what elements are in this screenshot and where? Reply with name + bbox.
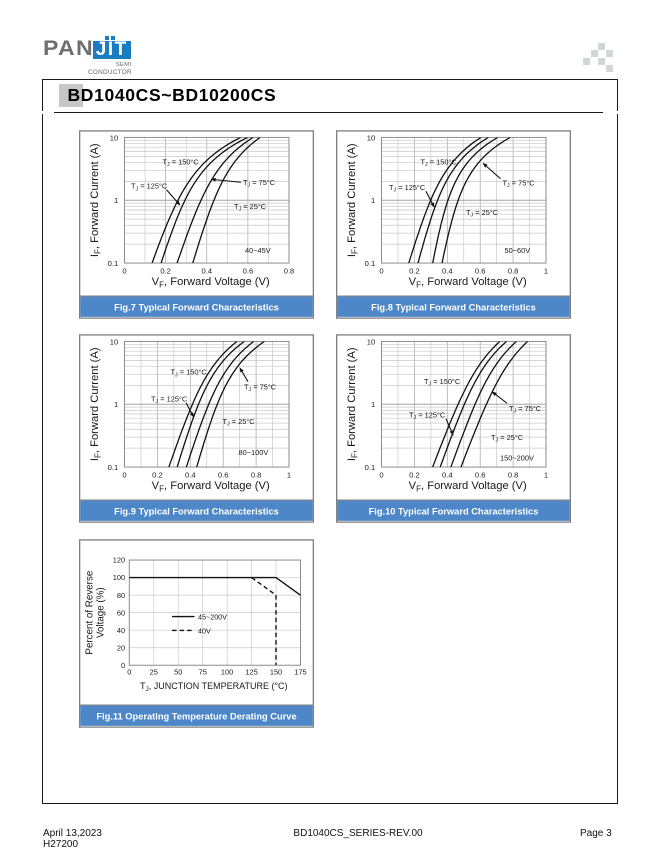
svg-text:1: 1 (114, 400, 118, 409)
svg-text:Fig.11 Operating Temperature D: Fig.11 Operating Temperature Derating Cu… (96, 712, 296, 722)
svg-text:0: 0 (122, 471, 126, 480)
svg-text:100: 100 (221, 668, 233, 677)
svg-text:0.8: 0.8 (284, 266, 295, 275)
svg-text:1: 1 (287, 471, 291, 480)
svg-text:IF, Forward Current (A): IF, Forward Current (A) (89, 347, 102, 461)
svg-text:Percent of Reverse: Percent of Reverse (85, 570, 96, 654)
svg-text:50~60V: 50~60V (504, 246, 530, 255)
svg-text:45~200V: 45~200V (198, 613, 227, 622)
svg-text:1: 1 (543, 266, 547, 275)
svg-text:Fig.9 Typical Forward Characte: Fig.9 Typical Forward Characteristics (114, 507, 279, 517)
svg-text:0.8: 0.8 (507, 471, 518, 480)
svg-text:TJ = 75°C: TJ = 75°C (502, 178, 535, 189)
svg-text:Voltage (%): Voltage (%) (96, 588, 107, 639)
svg-text:TJ = 150°C: TJ = 150°C (424, 377, 461, 388)
svg-text:0: 0 (379, 266, 383, 275)
svg-text:0.2: 0.2 (152, 471, 163, 480)
svg-text:1: 1 (370, 400, 374, 409)
svg-text:Fig.8 Typical Forward Characte: Fig.8 Typical Forward Characteristics (371, 302, 536, 312)
svg-text:0.8: 0.8 (507, 266, 518, 275)
svg-text:TJ = 25°C: TJ = 25°C (466, 208, 499, 219)
svg-text:TJ = 125°C: TJ = 125°C (409, 411, 446, 422)
svg-text:40~45V: 40~45V (245, 246, 271, 255)
svg-text:0: 0 (127, 668, 131, 677)
svg-text:150~200V: 150~200V (500, 454, 534, 463)
svg-text:TJ, JUNCTION TEMPERATURE (°C): TJ, JUNCTION TEMPERATURE (°C) (140, 681, 288, 693)
svg-text:Fig.7 Typical Forward Characte: Fig.7 Typical Forward Characteristics (114, 302, 279, 312)
svg-text:0: 0 (121, 661, 125, 670)
svg-text:TJ = 150°C: TJ = 150°C (171, 368, 208, 379)
svg-text:0.6: 0.6 (243, 266, 254, 275)
svg-text:TJ = 150°C: TJ = 150°C (163, 157, 200, 168)
svg-text:100: 100 (113, 573, 125, 582)
svg-text:TJ = 75°C: TJ = 75°C (244, 383, 277, 394)
svg-text:0.8: 0.8 (251, 471, 262, 480)
svg-text:0.1: 0.1 (108, 259, 119, 268)
svg-text:0.2: 0.2 (160, 266, 171, 275)
svg-text:TJ = 75°C: TJ = 75°C (509, 404, 542, 415)
svg-text:10: 10 (366, 133, 374, 142)
svg-text:0.1: 0.1 (364, 463, 375, 472)
svg-text:40: 40 (117, 626, 125, 635)
svg-text:1: 1 (543, 471, 547, 480)
svg-text:1: 1 (114, 196, 118, 205)
svg-text:25: 25 (150, 668, 158, 677)
svg-text:TJ = 125°C: TJ = 125°C (131, 181, 168, 192)
svg-text:120: 120 (113, 556, 125, 565)
svg-text:0.2: 0.2 (409, 471, 420, 480)
svg-text:0.1: 0.1 (364, 259, 375, 268)
svg-text:40V: 40V (198, 627, 211, 636)
svg-text:150: 150 (270, 668, 282, 677)
svg-text:0.4: 0.4 (202, 266, 213, 275)
svg-text:175: 175 (294, 668, 306, 677)
svg-text:0.6: 0.6 (218, 471, 229, 480)
svg-text:VF, Forward Voltage (V): VF, Forward Voltage (V) (152, 276, 270, 289)
svg-text:TJ = 75°C: TJ = 75°C (243, 178, 276, 189)
svg-text:75: 75 (199, 668, 207, 677)
svg-text:TJ = 25°C: TJ = 25°C (234, 202, 267, 213)
svg-text:TJ = 25°C: TJ = 25°C (491, 433, 524, 444)
svg-text:125: 125 (245, 668, 257, 677)
svg-text:TJ = 25°C: TJ = 25°C (223, 417, 256, 428)
svg-text:IF, Forward Current (A): IF, Forward Current (A) (346, 143, 359, 257)
svg-text:80~100V: 80~100V (239, 448, 269, 457)
svg-text:50: 50 (174, 668, 182, 677)
svg-text:0: 0 (122, 266, 126, 275)
svg-text:10: 10 (110, 133, 118, 142)
svg-text:60: 60 (117, 608, 125, 617)
svg-text:VF, Forward Voltage (V): VF, Forward Voltage (V) (152, 480, 270, 493)
svg-text:VF, Forward Voltage (V): VF, Forward Voltage (V) (408, 276, 526, 289)
svg-text:0.4: 0.4 (442, 471, 453, 480)
svg-text:TJ = 125°C: TJ = 125°C (389, 183, 426, 194)
svg-text:0.4: 0.4 (185, 471, 196, 480)
svg-text:10: 10 (110, 338, 118, 347)
svg-text:Fig.10 Typical Forward Charact: Fig.10 Typical Forward Characteristics (368, 507, 538, 517)
svg-text:20: 20 (117, 644, 125, 653)
svg-text:TJ = 150°C: TJ = 150°C (420, 157, 457, 168)
svg-text:TJ = 125°C: TJ = 125°C (151, 395, 188, 406)
svg-text:0.2: 0.2 (409, 266, 420, 275)
svg-text:80: 80 (117, 591, 125, 600)
svg-text:10: 10 (366, 338, 374, 347)
svg-text:0.1: 0.1 (108, 463, 119, 472)
svg-text:1: 1 (370, 196, 374, 205)
svg-text:VF, Forward Voltage (V): VF, Forward Voltage (V) (408, 480, 526, 493)
svg-text:0.6: 0.6 (474, 471, 485, 480)
svg-text:IF, Forward Current (A): IF, Forward Current (A) (89, 143, 102, 257)
svg-text:IF, Forward Current (A): IF, Forward Current (A) (346, 347, 359, 461)
svg-text:0.6: 0.6 (474, 266, 485, 275)
svg-text:0.4: 0.4 (442, 266, 453, 275)
svg-text:0: 0 (379, 471, 383, 480)
